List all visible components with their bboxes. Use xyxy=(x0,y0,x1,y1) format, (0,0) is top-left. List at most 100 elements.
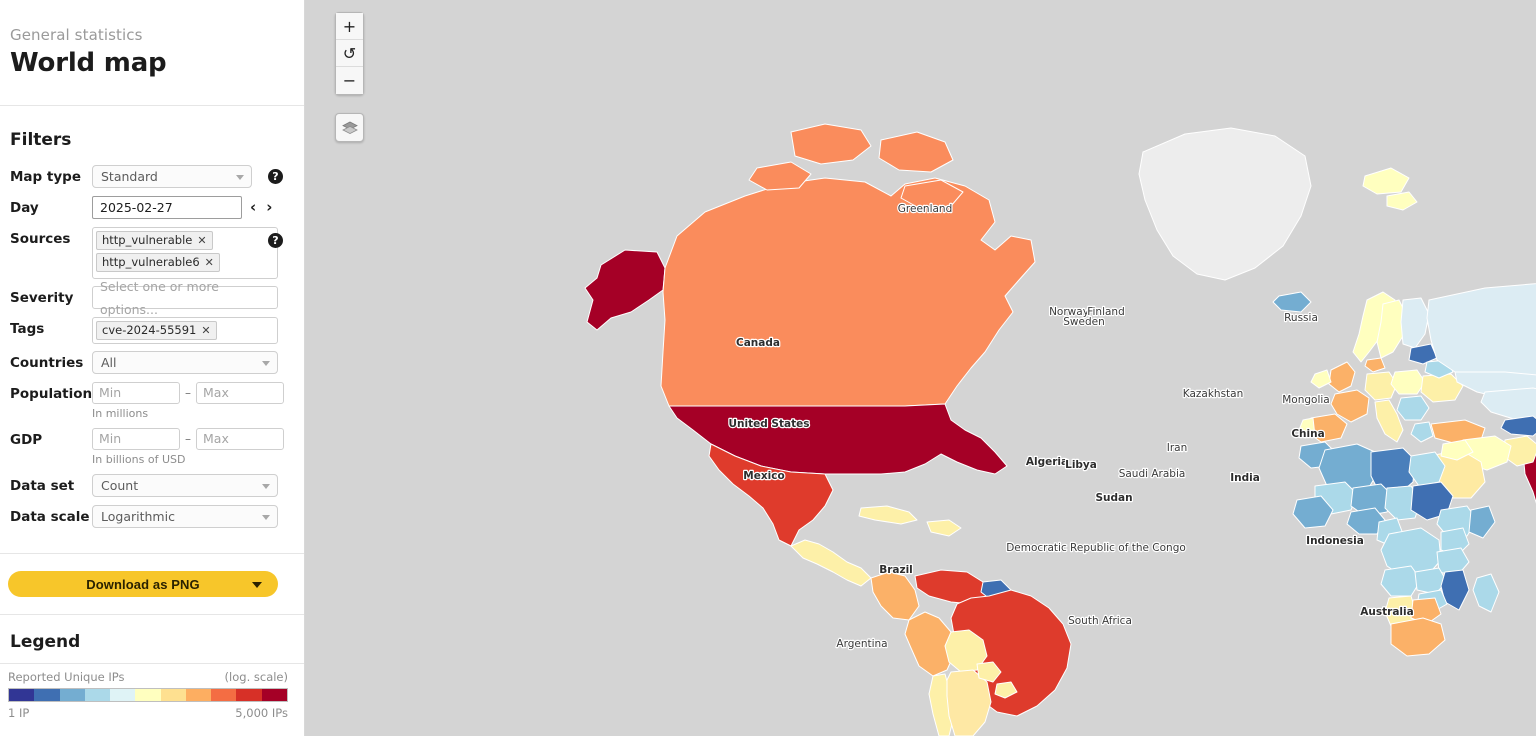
country-germany[interactable] xyxy=(1364,371,1398,401)
close-icon[interactable]: ✕ xyxy=(197,233,207,247)
map-label-norway: Norway xyxy=(1049,306,1089,318)
country-arcticislands1[interactable] xyxy=(790,123,872,165)
map-label-china: China xyxy=(1291,428,1324,440)
field-data-scale: Data scale Logarithmic xyxy=(0,505,304,529)
download-as-png-button[interactable]: Download as PNG xyxy=(8,571,278,597)
countries-select[interactable]: All xyxy=(92,351,278,374)
country-botswana[interactable] xyxy=(1410,597,1442,625)
severity-input[interactable]: Select one or more options... xyxy=(92,279,278,317)
reset-view-button[interactable]: ↺ xyxy=(336,40,363,67)
map-type-select[interactable]: Standard xyxy=(92,165,252,188)
map-canvas[interactable]: Greenland Canada United States Mexico Brazil… xyxy=(305,0,1536,736)
next-day-button[interactable]: › xyxy=(266,198,273,216)
zoom-in-button[interactable]: + xyxy=(336,13,363,40)
day-nav: ‹ › xyxy=(250,197,272,217)
data-scale-select[interactable]: Logarithmic xyxy=(92,505,278,528)
gdp-max-input[interactable]: Max xyxy=(196,428,284,450)
zoom-out-button[interactable]: − xyxy=(336,67,363,94)
country-ireland[interactable] xyxy=(1310,369,1332,389)
chip-source-1[interactable]: http_vulnerable ✕ xyxy=(96,231,213,250)
country-hispaniola[interactable] xyxy=(926,519,962,537)
label-tags: Tags xyxy=(10,321,45,337)
day-input[interactable]: 2025-02-27 xyxy=(92,196,242,219)
close-icon[interactable]: ✕ xyxy=(201,323,211,337)
tags-input[interactable]: cve-2024-55591 ✕ xyxy=(92,317,278,344)
country-balkans[interactable] xyxy=(1396,395,1430,421)
chip-tag-1[interactable]: cve-2024-55591 ✕ xyxy=(96,321,217,340)
country-svalbard[interactable] xyxy=(1362,167,1410,195)
country-france[interactable] xyxy=(1330,389,1370,423)
sidebar: General statistics World map Filters Map… xyxy=(0,0,305,736)
country-baltics[interactable] xyxy=(1408,343,1438,365)
country-ethiopia[interactable] xyxy=(1436,505,1478,537)
country-cuba[interactable] xyxy=(858,505,918,525)
country-paraguay[interactable] xyxy=(976,661,1002,683)
legend-range: 1 IP 5,000 IPs xyxy=(8,706,288,720)
close-icon[interactable]: ✕ xyxy=(204,255,214,269)
country-shapes[interactable] xyxy=(584,123,1536,736)
sources-input[interactable]: http_vulnerable ✕ http_vulnerable6 ✕ xyxy=(92,227,278,279)
divider-filters xyxy=(0,553,304,554)
country-kazakhstan[interactable] xyxy=(1480,387,1536,421)
field-severity: Severity Select one or more options... xyxy=(0,279,304,317)
data-set-select[interactable]: Count xyxy=(92,474,278,497)
help-icon-sources[interactable]: ? xyxy=(268,233,283,248)
country-greece[interactable] xyxy=(1410,421,1434,443)
chevron-down-icon[interactable] xyxy=(252,582,262,588)
country-ukraine[interactable] xyxy=(1420,373,1464,403)
field-map-type: Map type Standard ? xyxy=(0,165,304,189)
country-niger[interactable] xyxy=(1350,483,1394,517)
country-colombia[interactable] xyxy=(870,571,920,621)
breadcrumb-kicker: General statistics xyxy=(10,26,143,44)
prev-day-button[interactable]: ‹ xyxy=(250,198,257,216)
country-arcticislands3[interactable] xyxy=(748,161,812,191)
country-arcticislands4[interactable] xyxy=(900,179,964,209)
map-label-argentina: Argentina xyxy=(836,638,887,650)
map-label-russia: Russia xyxy=(1284,312,1318,324)
country-denmark[interactable] xyxy=(1364,357,1386,373)
country-bolivia[interactable] xyxy=(944,629,988,673)
country-sweden[interactable] xyxy=(1376,299,1408,359)
help-icon-map-type[interactable]: ? xyxy=(268,169,283,184)
country-svalbard2[interactable] xyxy=(1386,191,1418,211)
legend-color-bar xyxy=(8,688,288,702)
gdp-range: Min – Max xyxy=(92,428,304,450)
data-set-value: Count xyxy=(101,478,139,493)
map-label-mexico: Mexico xyxy=(743,470,784,482)
country-iceland[interactable] xyxy=(1272,291,1312,313)
country-russia[interactable] xyxy=(1426,282,1536,379)
filters-heading: Filters xyxy=(10,130,72,150)
population-max-input[interactable]: Max xyxy=(196,382,284,404)
map-label-greenland: Greenland xyxy=(898,203,952,215)
country-mozambique[interactable] xyxy=(1440,569,1470,611)
country-uruguay[interactable] xyxy=(994,681,1018,699)
country-finland[interactable] xyxy=(1400,297,1430,349)
gdp-min-input[interactable]: Min xyxy=(92,428,180,450)
country-poland[interactable] xyxy=(1390,369,1426,395)
country-uk[interactable] xyxy=(1328,361,1356,393)
chevron-down-icon xyxy=(262,360,270,366)
world-map[interactable]: + ↺ − Greenland Canada United States Mexico… xyxy=(305,0,1536,736)
country-somalia[interactable] xyxy=(1468,505,1496,539)
map-type-value: Standard xyxy=(101,169,158,184)
country-southafrica[interactable] xyxy=(1390,617,1446,657)
chip-source-2-label: http_vulnerable6 xyxy=(102,254,200,269)
country-italy[interactable] xyxy=(1374,399,1404,443)
label-countries: Countries xyxy=(10,355,84,371)
country-nigeria[interactable] xyxy=(1346,507,1386,535)
country-peru[interactable] xyxy=(904,611,956,677)
country-portugal[interactable] xyxy=(1298,417,1316,439)
map-label-mongolia: Mongolia xyxy=(1282,394,1330,406)
country-alaska[interactable] xyxy=(584,249,666,331)
layers-icon[interactable] xyxy=(335,113,364,142)
population-min-input[interactable]: Min xyxy=(92,382,180,404)
country-mexico[interactable] xyxy=(708,443,834,547)
chip-source-2[interactable]: http_vulnerable6 ✕ xyxy=(96,253,220,272)
country-madagascar[interactable] xyxy=(1472,573,1500,613)
country-greenland[interactable] xyxy=(1138,127,1312,281)
legend-swatch-3 xyxy=(84,689,111,701)
country-arcticislands2[interactable] xyxy=(878,131,954,173)
country-westafrica[interactable] xyxy=(1292,495,1334,529)
country-uzbekistan[interactable] xyxy=(1500,415,1536,437)
country-iraq[interactable] xyxy=(1440,439,1474,461)
